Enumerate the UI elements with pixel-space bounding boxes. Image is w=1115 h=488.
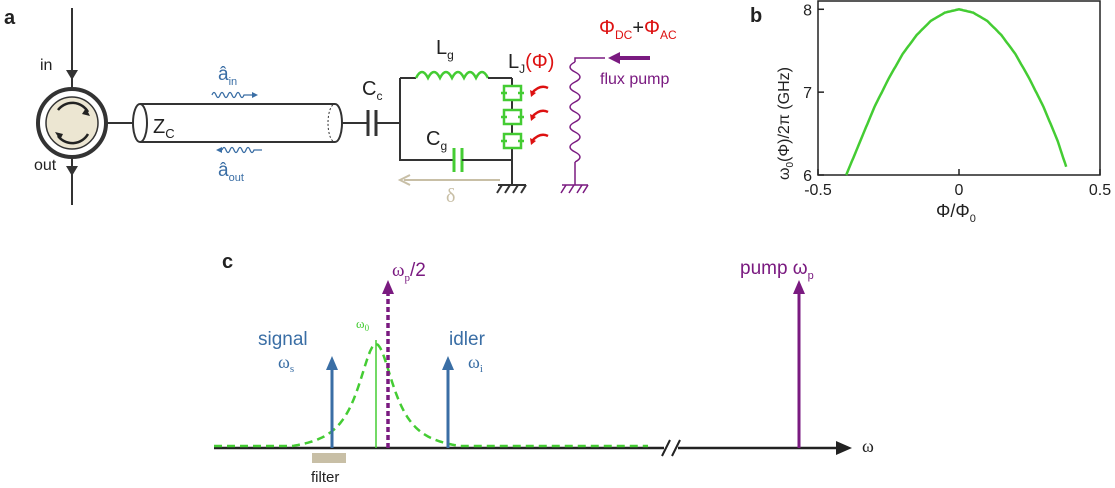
panel-b: b 6 7 8 -0.5 0 0.5 ω0(Φ)/2π (GHz) Φ/Φ0 (750, 0, 1111, 225)
axis-break-1 (661, 439, 671, 457)
left-wire (399, 78, 454, 161)
y-tick-label: 8 (803, 2, 812, 19)
axis-break-2 (671, 439, 681, 457)
flux-curve (845, 8, 1068, 176)
flux-arrowheads (530, 90, 536, 145)
josephson-label: LJ(Φ) (508, 51, 554, 76)
resonance-lorentzian (214, 342, 648, 448)
filter-bar (312, 453, 346, 463)
flux-arrows (531, 85, 549, 142)
coax-end-back (327, 103, 343, 143)
ground-symbol-1 (496, 184, 527, 194)
y-tick-label: 6 (803, 168, 812, 185)
circulator-icon (45, 96, 99, 150)
coax-end (132, 103, 148, 143)
plot-xlabel: Φ/Φ0 (936, 201, 976, 225)
signal-symbol: ωs (278, 352, 294, 375)
delta-label: δ (446, 185, 455, 207)
a-out-label: âout (218, 160, 244, 184)
port-out-label: out (34, 157, 57, 174)
delta-arrowhead (397, 174, 411, 186)
ground-cap-label: Cg (426, 128, 447, 153)
a-in-wave (211, 91, 252, 99)
panel-c: c ω ω0 signal ωs filter ωp/2 idler ωi pu… (214, 251, 874, 486)
coupling-cap-label: Cc (362, 78, 382, 103)
idler-arrowhead (442, 356, 454, 370)
panel-a: a in out ZC âin âout Cc (4, 7, 677, 207)
x-tick-label: -0.5 (804, 182, 832, 199)
squid-chain (501, 84, 524, 150)
inductor-coil (414, 70, 490, 81)
plot-frame (817, 0, 1101, 176)
signal-label: signal (258, 329, 308, 350)
pump-wire (574, 57, 605, 62)
x-tick-label: 0.5 (1089, 182, 1111, 199)
idler-label: idler (449, 329, 486, 350)
panel-c-letter: c (222, 251, 233, 273)
a-in-label: âin (218, 64, 237, 88)
half-pump-label: ωp/2 (392, 260, 426, 284)
plot-ylabel: ω0(Φ)/2π (GHz) (776, 67, 796, 180)
circulator-arrowhead-2 (55, 132, 63, 140)
pump-coil (569, 61, 581, 163)
filter-label: filter (311, 469, 339, 486)
pump-arrowhead (793, 280, 805, 294)
freq-axis-label: ω (862, 436, 874, 456)
ground-symbol-2 (560, 184, 589, 194)
half-pump-arrowhead (382, 280, 394, 294)
flux-dc-ac-label: ΦDC+ΦAC (599, 17, 677, 42)
panel-b-letter: b (750, 5, 762, 27)
x-tick-label: 0 (955, 182, 964, 199)
impedance-label: ZC (153, 116, 175, 141)
inductor-label: Lg (436, 37, 454, 62)
output-arrow (66, 166, 78, 176)
flux-pump-label: flux pump (600, 71, 669, 88)
a-out-wave (221, 146, 262, 154)
freq-axis-arrowhead (836, 441, 852, 455)
panel-a-letter: a (4, 7, 16, 29)
input-arrow (66, 70, 78, 80)
circulator-arrowhead-1 (82, 108, 90, 116)
resonance-label: ω0 (356, 316, 370, 333)
idler-symbol: ωi (468, 352, 483, 375)
a-out-arrowhead (216, 147, 222, 153)
plot-content: 6 7 8 -0.5 0 0.5 (803, 2, 1111, 199)
signal-arrowhead (326, 356, 338, 370)
pump-label: pump ωp (740, 258, 814, 282)
flux-pump-arrowhead (608, 52, 620, 64)
y-tick-label: 7 (803, 85, 812, 102)
port-in-label: in (40, 57, 52, 74)
a-in-arrowhead (252, 92, 258, 98)
